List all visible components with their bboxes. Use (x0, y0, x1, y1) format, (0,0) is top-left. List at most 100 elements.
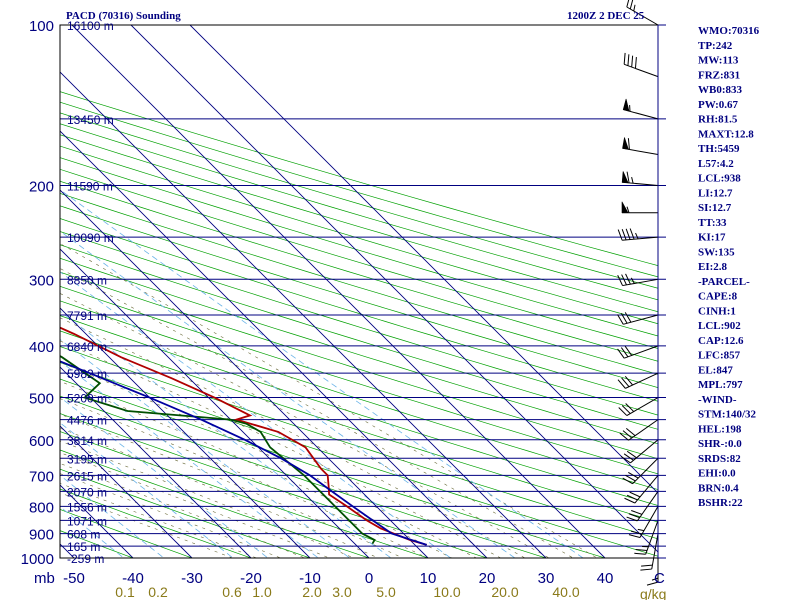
dry-adiabat-line (60, 218, 658, 402)
mixing-ratio-unit-label: g/kg (640, 586, 666, 600)
stat-line: -PARCEL- (698, 276, 750, 288)
plot-frame (59, 24, 659, 559)
dry-adiabat-line (60, 488, 253, 558)
wind-barb (618, 397, 659, 416)
dry-adiabat-line (60, 192, 658, 375)
moist-adiabat-line (60, 268, 574, 558)
stat-line: -WIND- (698, 394, 737, 406)
stat-line: CAPE:8 (698, 291, 738, 303)
pressure-tick-label: 300 (29, 272, 54, 289)
stat-line: MPL:797 (698, 379, 743, 391)
moist-adiabat-line (60, 413, 404, 558)
height-labels: 16100 m 13450 m 11590 m 10090 m 8850 m 7791 m… (67, 19, 114, 566)
stat-line: PW:0.67 (698, 99, 739, 111)
isobar-lines (60, 24, 666, 559)
wind-barb (634, 520, 659, 555)
moist-adiabat-line (60, 452, 331, 558)
moist-adiabat-line (60, 361, 478, 558)
mixing-ratio-line (60, 474, 165, 558)
mixing-ratio-line (60, 310, 392, 558)
dry-adiabat-line (60, 157, 658, 337)
height-label: 1071 m (67, 514, 107, 528)
dry-adiabat-line (60, 378, 607, 558)
mixing-ratio-tick-label: 2.0 (302, 584, 322, 600)
isotherm-line (0, 25, 15, 558)
stat-line: MW:113 (698, 55, 739, 67)
stat-line: RH:81.5 (698, 114, 738, 126)
mixing-ratio-tick-label: 0.6 (222, 584, 242, 600)
height-label: 2615 m (67, 469, 107, 483)
dry-adiabat-line (60, 431, 430, 558)
stat-line: LFC:857 (698, 350, 741, 362)
height-label: 2070 m (67, 485, 107, 499)
dry-adiabat-line (60, 231, 658, 416)
mixing-ratio-tick-label: 3.0 (332, 584, 352, 600)
wind-barb (628, 506, 659, 539)
wind-barb (617, 228, 659, 241)
mixing-ratio-line (60, 396, 269, 558)
dry-adiabat-line (60, 271, 658, 460)
sounding-series-line (60, 355, 376, 545)
temperature-axis-labels: -50 -40 -30 -20 -10 0 10 20 30 40 (63, 570, 613, 587)
moist-adiabat-line (60, 440, 355, 558)
diagram-background-lines (0, 25, 658, 558)
dry-adiabat-line (60, 134, 658, 313)
mixing-ratio-line (60, 338, 351, 558)
wind-barb (621, 171, 659, 186)
stat-line: BRN:0.4 (698, 482, 739, 494)
pressure-axis-labels: 100 200 300 400 500 600 700 800 900 1000 (21, 18, 54, 568)
dry-adiabat-line (60, 91, 658, 267)
mixing-ratio-tick-label: 40.0 (552, 584, 579, 600)
stat-line: SRDS:82 (698, 453, 741, 465)
dry-adiabat-line (60, 300, 658, 490)
stat-line: MAXT:12.8 (698, 128, 754, 140)
mixing-ratio-line (60, 360, 320, 558)
height-label: 10090 m (67, 231, 114, 245)
height-label: 6840 m (67, 340, 107, 354)
sounding-series-line (60, 360, 427, 546)
wind-barb (626, 491, 659, 522)
temperature-tick-label: -30 (181, 570, 203, 587)
stat-line: WB0:833 (698, 84, 743, 96)
dry-adiabat-line (60, 413, 489, 558)
stat-line: TH:5459 (698, 143, 740, 155)
height-label: 1556 m (67, 500, 107, 514)
pressure-tick-label: 600 (29, 433, 54, 450)
stat-line: EHI:0.0 (698, 468, 736, 480)
isotherm-line (60, 425, 193, 558)
stat-line: EL:847 (698, 364, 733, 376)
dry-adiabat-line (60, 145, 658, 325)
stat-line: KI:17 (698, 232, 726, 244)
dry-adiabat-line (60, 101, 658, 278)
temperature-tick-label: -50 (63, 570, 85, 587)
pressure-unit-label: mb (34, 570, 55, 587)
stat-line: TP:242 (698, 40, 733, 52)
temperature-tick-label: 30 (538, 570, 555, 587)
mixing-ratio-line (60, 422, 234, 558)
moist-adiabat-line (60, 427, 380, 558)
height-label: 4476 m (67, 414, 107, 428)
isotherm-line (60, 366, 252, 558)
height-label: 3814 m (67, 434, 107, 448)
dry-adiabat-line (60, 112, 658, 289)
temperature-tick-label: 10 (420, 570, 437, 587)
wind-barb (640, 533, 659, 571)
mixing-ratio-tick-label: 10.0 (433, 584, 460, 600)
stat-line: SW:135 (698, 246, 735, 258)
wind-barb (620, 439, 659, 464)
mixing-ratio-tick-label: 20.0 (491, 584, 518, 600)
height-label: 13450 m (67, 113, 114, 127)
temperature-tick-label: 0 (365, 570, 373, 587)
pressure-tick-label: 900 (29, 527, 54, 544)
pressure-tick-label: 800 (29, 499, 54, 516)
isotherm-line (60, 307, 311, 558)
wind-barb (623, 52, 659, 78)
mixing-ratio-tick-label: 5.0 (376, 584, 396, 600)
mixing-ratio-tick-label: 1.0 (252, 584, 272, 600)
height-label: 608 m (67, 528, 100, 542)
stat-line: WMO:70316 (698, 25, 760, 37)
isotherm-line (71, 25, 606, 558)
height-label: 5200 m (67, 392, 107, 406)
pressure-tick-label: 1000 (21, 551, 54, 568)
stat-line: CAP:12.6 (698, 335, 744, 347)
